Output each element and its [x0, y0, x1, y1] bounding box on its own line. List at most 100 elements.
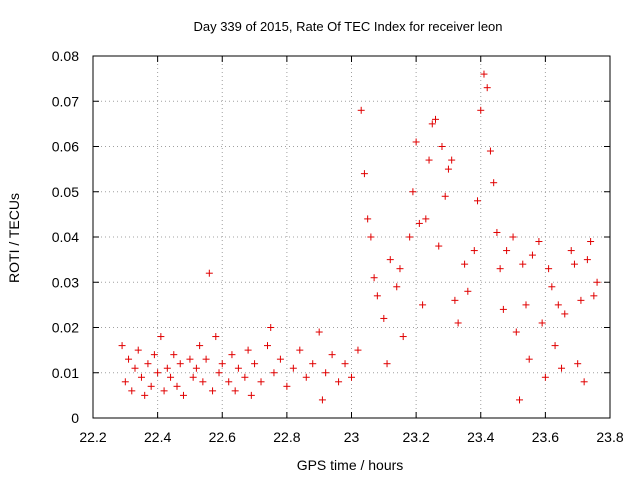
data-point	[157, 333, 165, 341]
data-point	[160, 387, 168, 395]
x-tick-label: 23.2	[403, 429, 430, 445]
data-point	[477, 106, 485, 114]
data-point	[186, 355, 194, 363]
data-point	[558, 364, 566, 372]
data-point	[296, 346, 304, 354]
data-point	[490, 179, 498, 187]
data-point	[247, 391, 255, 399]
data-point	[474, 197, 482, 205]
data-point	[399, 333, 407, 341]
y-tick-label: 0.06	[52, 139, 79, 155]
y-tick-label: 0.04	[52, 229, 79, 245]
data-point	[503, 247, 511, 255]
data-point	[570, 260, 578, 268]
data-point	[231, 387, 239, 395]
data-point	[419, 301, 427, 309]
data-point	[428, 120, 436, 128]
data-point	[525, 355, 533, 363]
data-point	[535, 238, 543, 246]
x-tick-label: 23	[344, 429, 360, 445]
data-point	[574, 360, 582, 368]
data-point	[212, 333, 220, 341]
data-point	[189, 373, 197, 381]
data-point	[367, 233, 375, 241]
data-point	[409, 188, 417, 196]
data-point	[561, 310, 569, 318]
data-point	[192, 364, 200, 372]
data-point	[496, 265, 504, 273]
data-point	[263, 342, 271, 350]
y-tick-label: 0	[71, 410, 79, 426]
data-point	[121, 378, 129, 386]
data-point	[499, 305, 507, 313]
data-point	[590, 292, 598, 300]
data-point	[373, 292, 381, 300]
data-point	[451, 296, 459, 304]
data-point	[205, 269, 213, 277]
y-tick-label: 0.01	[52, 365, 79, 381]
data-point	[425, 156, 433, 164]
data-point	[199, 378, 207, 386]
y-axis-tick-labels: 0 0.01 0.02 0.03 0.04 0.05 0.06 0.07 0.08	[52, 48, 79, 426]
data-point	[144, 360, 152, 368]
data-point	[360, 170, 368, 178]
data-point	[225, 378, 233, 386]
data-point	[354, 346, 362, 354]
y-tick-label: 0.05	[52, 184, 79, 200]
data-point	[509, 233, 517, 241]
data-point	[519, 260, 527, 268]
data-point	[241, 373, 249, 381]
data-point	[422, 215, 430, 223]
data-point	[234, 364, 242, 372]
data-point	[283, 382, 291, 390]
data-point	[125, 355, 133, 363]
data-point	[318, 396, 326, 404]
data-point	[309, 360, 317, 368]
data-point	[545, 265, 553, 273]
data-point	[147, 382, 155, 390]
data-point	[150, 351, 158, 359]
data-series-roti	[118, 70, 601, 404]
data-point	[118, 342, 126, 350]
data-point	[522, 301, 530, 309]
data-point	[464, 287, 472, 295]
data-point	[393, 283, 401, 291]
y-axis-label: ROTI / TECUs	[6, 193, 22, 283]
data-point	[267, 324, 275, 331]
data-point	[554, 301, 562, 309]
data-point	[444, 165, 452, 173]
data-point	[386, 256, 394, 264]
data-point	[328, 351, 336, 359]
data-point	[364, 215, 372, 223]
data-point	[412, 138, 420, 146]
y-tick-label: 0.03	[52, 274, 79, 290]
data-point	[454, 319, 462, 327]
data-point	[448, 156, 456, 164]
data-point	[257, 378, 265, 386]
x-tick-label: 22.6	[209, 429, 236, 445]
data-point	[538, 319, 546, 327]
data-point	[134, 346, 142, 354]
data-point	[548, 283, 556, 291]
data-point	[483, 84, 491, 92]
data-point	[228, 351, 236, 359]
data-point	[512, 328, 520, 336]
data-point	[461, 260, 469, 268]
data-point	[567, 247, 575, 255]
data-point	[335, 378, 343, 386]
data-point	[370, 274, 378, 282]
data-point	[154, 369, 162, 377]
data-point	[470, 247, 478, 255]
data-point	[176, 360, 184, 368]
y-tick-label: 0.08	[52, 48, 79, 64]
data-point	[480, 70, 488, 78]
x-tick-label: 23.8	[596, 429, 623, 445]
data-point	[583, 256, 591, 264]
data-point	[383, 360, 391, 368]
data-point	[244, 346, 252, 354]
data-point	[348, 373, 355, 381]
data-point	[438, 143, 446, 150]
data-point	[406, 233, 414, 241]
data-point	[270, 369, 278, 377]
data-point	[357, 106, 365, 114]
